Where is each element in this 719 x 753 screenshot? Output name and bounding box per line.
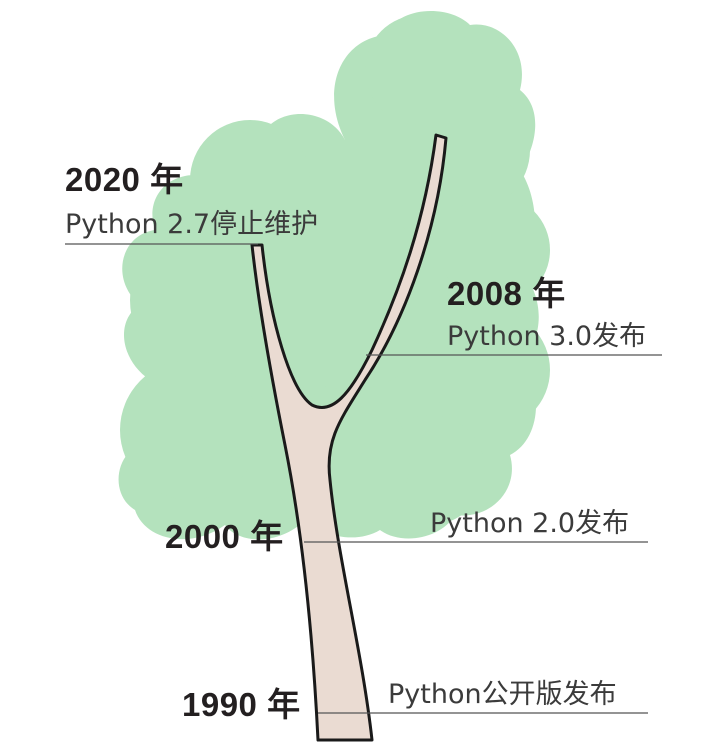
event-label-2008: Python 3.0发布 xyxy=(447,321,647,352)
year-label-2020: 2020 年 xyxy=(65,161,184,198)
event-label-2000: Python 2.0发布 xyxy=(430,508,630,539)
year-label-2000: 2000 年 xyxy=(165,518,284,555)
leader-lines xyxy=(65,243,662,714)
canopy-bump xyxy=(440,195,550,305)
canopy-bump xyxy=(130,220,290,380)
year-label-1990: 1990 年 xyxy=(182,686,301,723)
canopy-bump xyxy=(430,310,550,430)
event-label-2020: Python 2.7停止维护 xyxy=(65,209,319,240)
canopy-bump xyxy=(120,360,260,500)
canopy-bump xyxy=(260,210,440,390)
tree-trunk xyxy=(250,133,448,742)
canopy-bump xyxy=(190,120,310,240)
year-label-2008: 2008 年 xyxy=(447,275,566,312)
event-label-1990: Python公开版发布 xyxy=(388,679,617,710)
